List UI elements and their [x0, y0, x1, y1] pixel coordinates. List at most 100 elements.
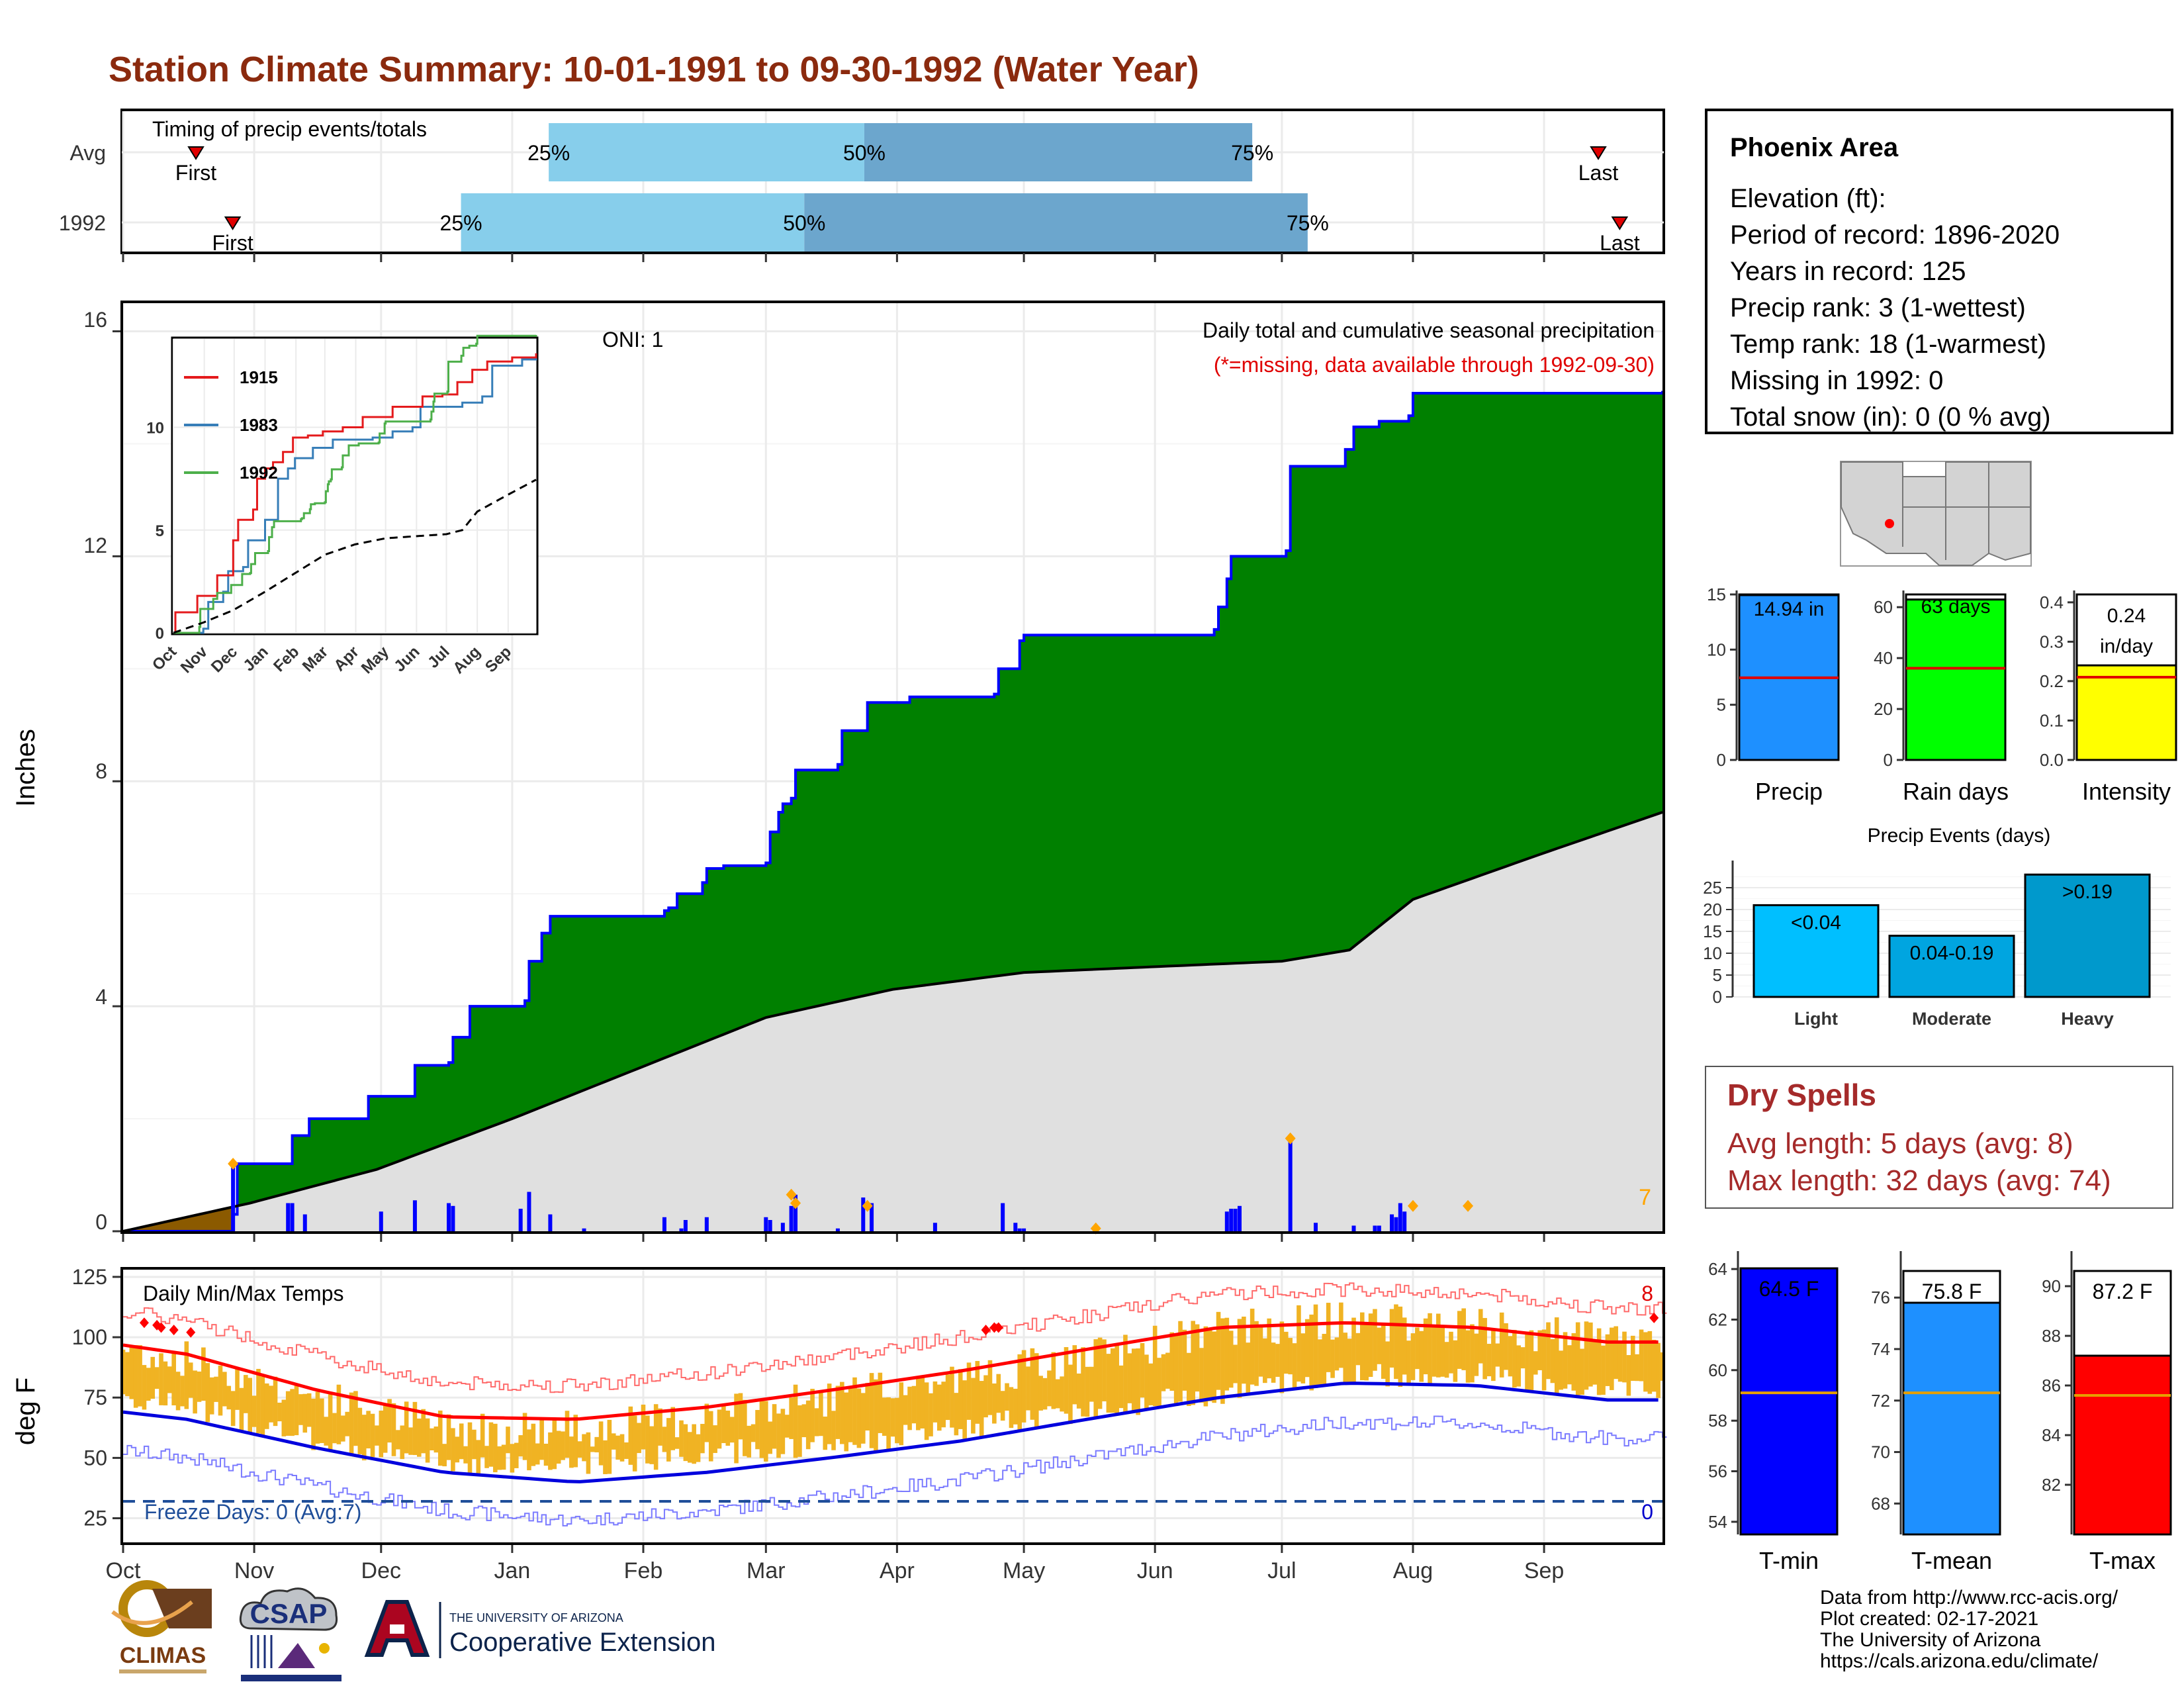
events-bar	[1888, 935, 2015, 998]
events-ytick: 10	[1703, 943, 1722, 963]
daily-temp-bar	[480, 1413, 485, 1458]
tmax-label: T-max	[2089, 1547, 2156, 1574]
daily-temp-bar	[1444, 1342, 1449, 1378]
daily-temp-bar	[713, 1425, 717, 1453]
daily-temp-bar	[1118, 1365, 1124, 1409]
daily-temp-bar	[1651, 1339, 1657, 1392]
events-bar	[2024, 873, 2151, 998]
daily-temp-bar	[1495, 1343, 1500, 1367]
daily-temp-bar	[239, 1387, 244, 1431]
rain-days-value-label: 63 days	[1921, 596, 1990, 618]
temp-panel-title: Daily Min/Max Temps	[143, 1282, 343, 1305]
daily-temp-bar	[936, 1384, 942, 1431]
daily-precip-bar	[1390, 1214, 1394, 1231]
precip-ytick: 16	[83, 308, 107, 332]
tmin-ytick: 54	[1708, 1512, 1727, 1532]
daily-temp-bar	[298, 1394, 303, 1425]
precip-value-label: 14.94 in	[1754, 598, 1825, 620]
inset-legend-label: 1915	[240, 367, 278, 387]
month-label: Mar	[747, 1558, 786, 1583]
daily-temp-bar	[543, 1443, 549, 1466]
climas-logo-text: CLIMAS	[120, 1643, 206, 1668]
station-precip-rank: Precip rank: 3 (1-wettest)	[1730, 293, 2026, 322]
last-event-marker	[1590, 146, 1607, 160]
daily-temp-bar	[375, 1425, 379, 1446]
daily-temp-bar	[772, 1404, 777, 1449]
daily-temp-bar	[188, 1362, 193, 1398]
daily-precip-bar	[1288, 1138, 1293, 1231]
station-info-panel: Phoenix Area Elevation (ft): Period of r…	[1705, 109, 2173, 434]
tmean-ytick: 76	[1871, 1288, 1890, 1307]
daily-temp-bar	[1449, 1331, 1453, 1374]
first-event-marker	[224, 216, 242, 230]
daily-precip-bar	[794, 1194, 798, 1231]
daily-precip-bar	[1013, 1223, 1018, 1231]
daily-temp-bar	[1474, 1333, 1479, 1376]
record-precip-marker	[862, 1199, 873, 1212]
daily-temp-bar	[1373, 1309, 1377, 1371]
credit-line: Data from http://www.rcc-acis.org/	[1820, 1587, 2118, 1609]
daily-temp-bar	[340, 1415, 345, 1442]
daily-temp-bar	[573, 1415, 578, 1468]
record-high-marker	[993, 1322, 1003, 1333]
daily-temp-bar	[383, 1404, 388, 1453]
daily-temp-bar	[222, 1372, 227, 1407]
daily-precip-bar	[1402, 1211, 1407, 1231]
daily-temp-bar	[1165, 1352, 1170, 1389]
daily-temp-bar	[903, 1395, 908, 1425]
daily-temp-bar	[1115, 1343, 1119, 1415]
daily-temp-bar	[1292, 1343, 1297, 1390]
daily-temp-bar	[273, 1376, 278, 1427]
first-event-label: First	[175, 161, 216, 185]
daily-temp-bar	[451, 1428, 455, 1472]
daily-temp-bar	[1546, 1322, 1551, 1380]
daily-temp-bar	[197, 1371, 202, 1402]
daily-temp-bar	[244, 1375, 248, 1413]
daily-temp-bar	[1415, 1327, 1420, 1370]
daily-temp-bar	[1017, 1354, 1023, 1431]
daily-temp-bar	[1630, 1335, 1635, 1382]
temp-ytick: 25	[83, 1507, 107, 1530]
daily-precip-bar	[1351, 1225, 1356, 1231]
daily-temp-bar	[281, 1399, 287, 1436]
daily-temp-bar	[1220, 1318, 1225, 1404]
daily-temp-bar	[1571, 1333, 1576, 1391]
daily-temp-bar	[370, 1413, 375, 1458]
daily-precip-bar	[379, 1211, 383, 1231]
daily-precip-bar	[582, 1228, 586, 1231]
daily-temp-bar	[1508, 1336, 1513, 1377]
tmax-ytick: 86	[2042, 1376, 2061, 1395]
daily-temp-bar	[1406, 1340, 1411, 1385]
daily-temp-bar	[1575, 1322, 1580, 1395]
temp-panel: deg F 25 50 75 100 125 Daily Min/Max Temps F…	[11, 1265, 1667, 1583]
inset-ytick: 10	[146, 420, 164, 438]
daily-temp-bar	[1127, 1353, 1132, 1403]
events-ytick: 20	[1703, 900, 1722, 919]
daily-temp-bar	[506, 1427, 510, 1454]
daily-temp-bar	[653, 1404, 659, 1470]
tmin-ytick: 60	[1708, 1360, 1727, 1380]
daily-temp-bar	[1034, 1353, 1039, 1429]
daily-temp-bar	[201, 1347, 206, 1401]
credits: Data from http://www.rcc-acis.org/ Plot …	[1820, 1587, 2118, 1672]
inset-1992-line	[173, 334, 537, 634]
daily-temp-bar	[992, 1383, 997, 1424]
daily-temp-bar	[776, 1413, 781, 1458]
daily-precip-bar	[870, 1203, 874, 1231]
daily-temp-bar	[1643, 1332, 1648, 1392]
daily-temp-bar	[184, 1341, 189, 1409]
daily-temp-bar	[1242, 1316, 1246, 1384]
daily-temp-bar	[594, 1436, 599, 1453]
tmean-ytick: 70	[1871, 1442, 1890, 1462]
daily-temp-bar	[789, 1397, 794, 1439]
daily-temp-bar	[1072, 1345, 1077, 1405]
daily-temp-bar	[916, 1376, 921, 1430]
daily-temp-bar	[954, 1393, 959, 1436]
daily-temp-bar	[408, 1427, 413, 1455]
freeze-days-label: Freeze Days: 0 (Avg:7)	[144, 1500, 361, 1524]
daily-temp-bar	[865, 1383, 870, 1431]
daily-temp-bar	[983, 1375, 988, 1418]
daily-temp-bar	[463, 1446, 468, 1464]
daily-temp-bar	[1389, 1309, 1394, 1368]
